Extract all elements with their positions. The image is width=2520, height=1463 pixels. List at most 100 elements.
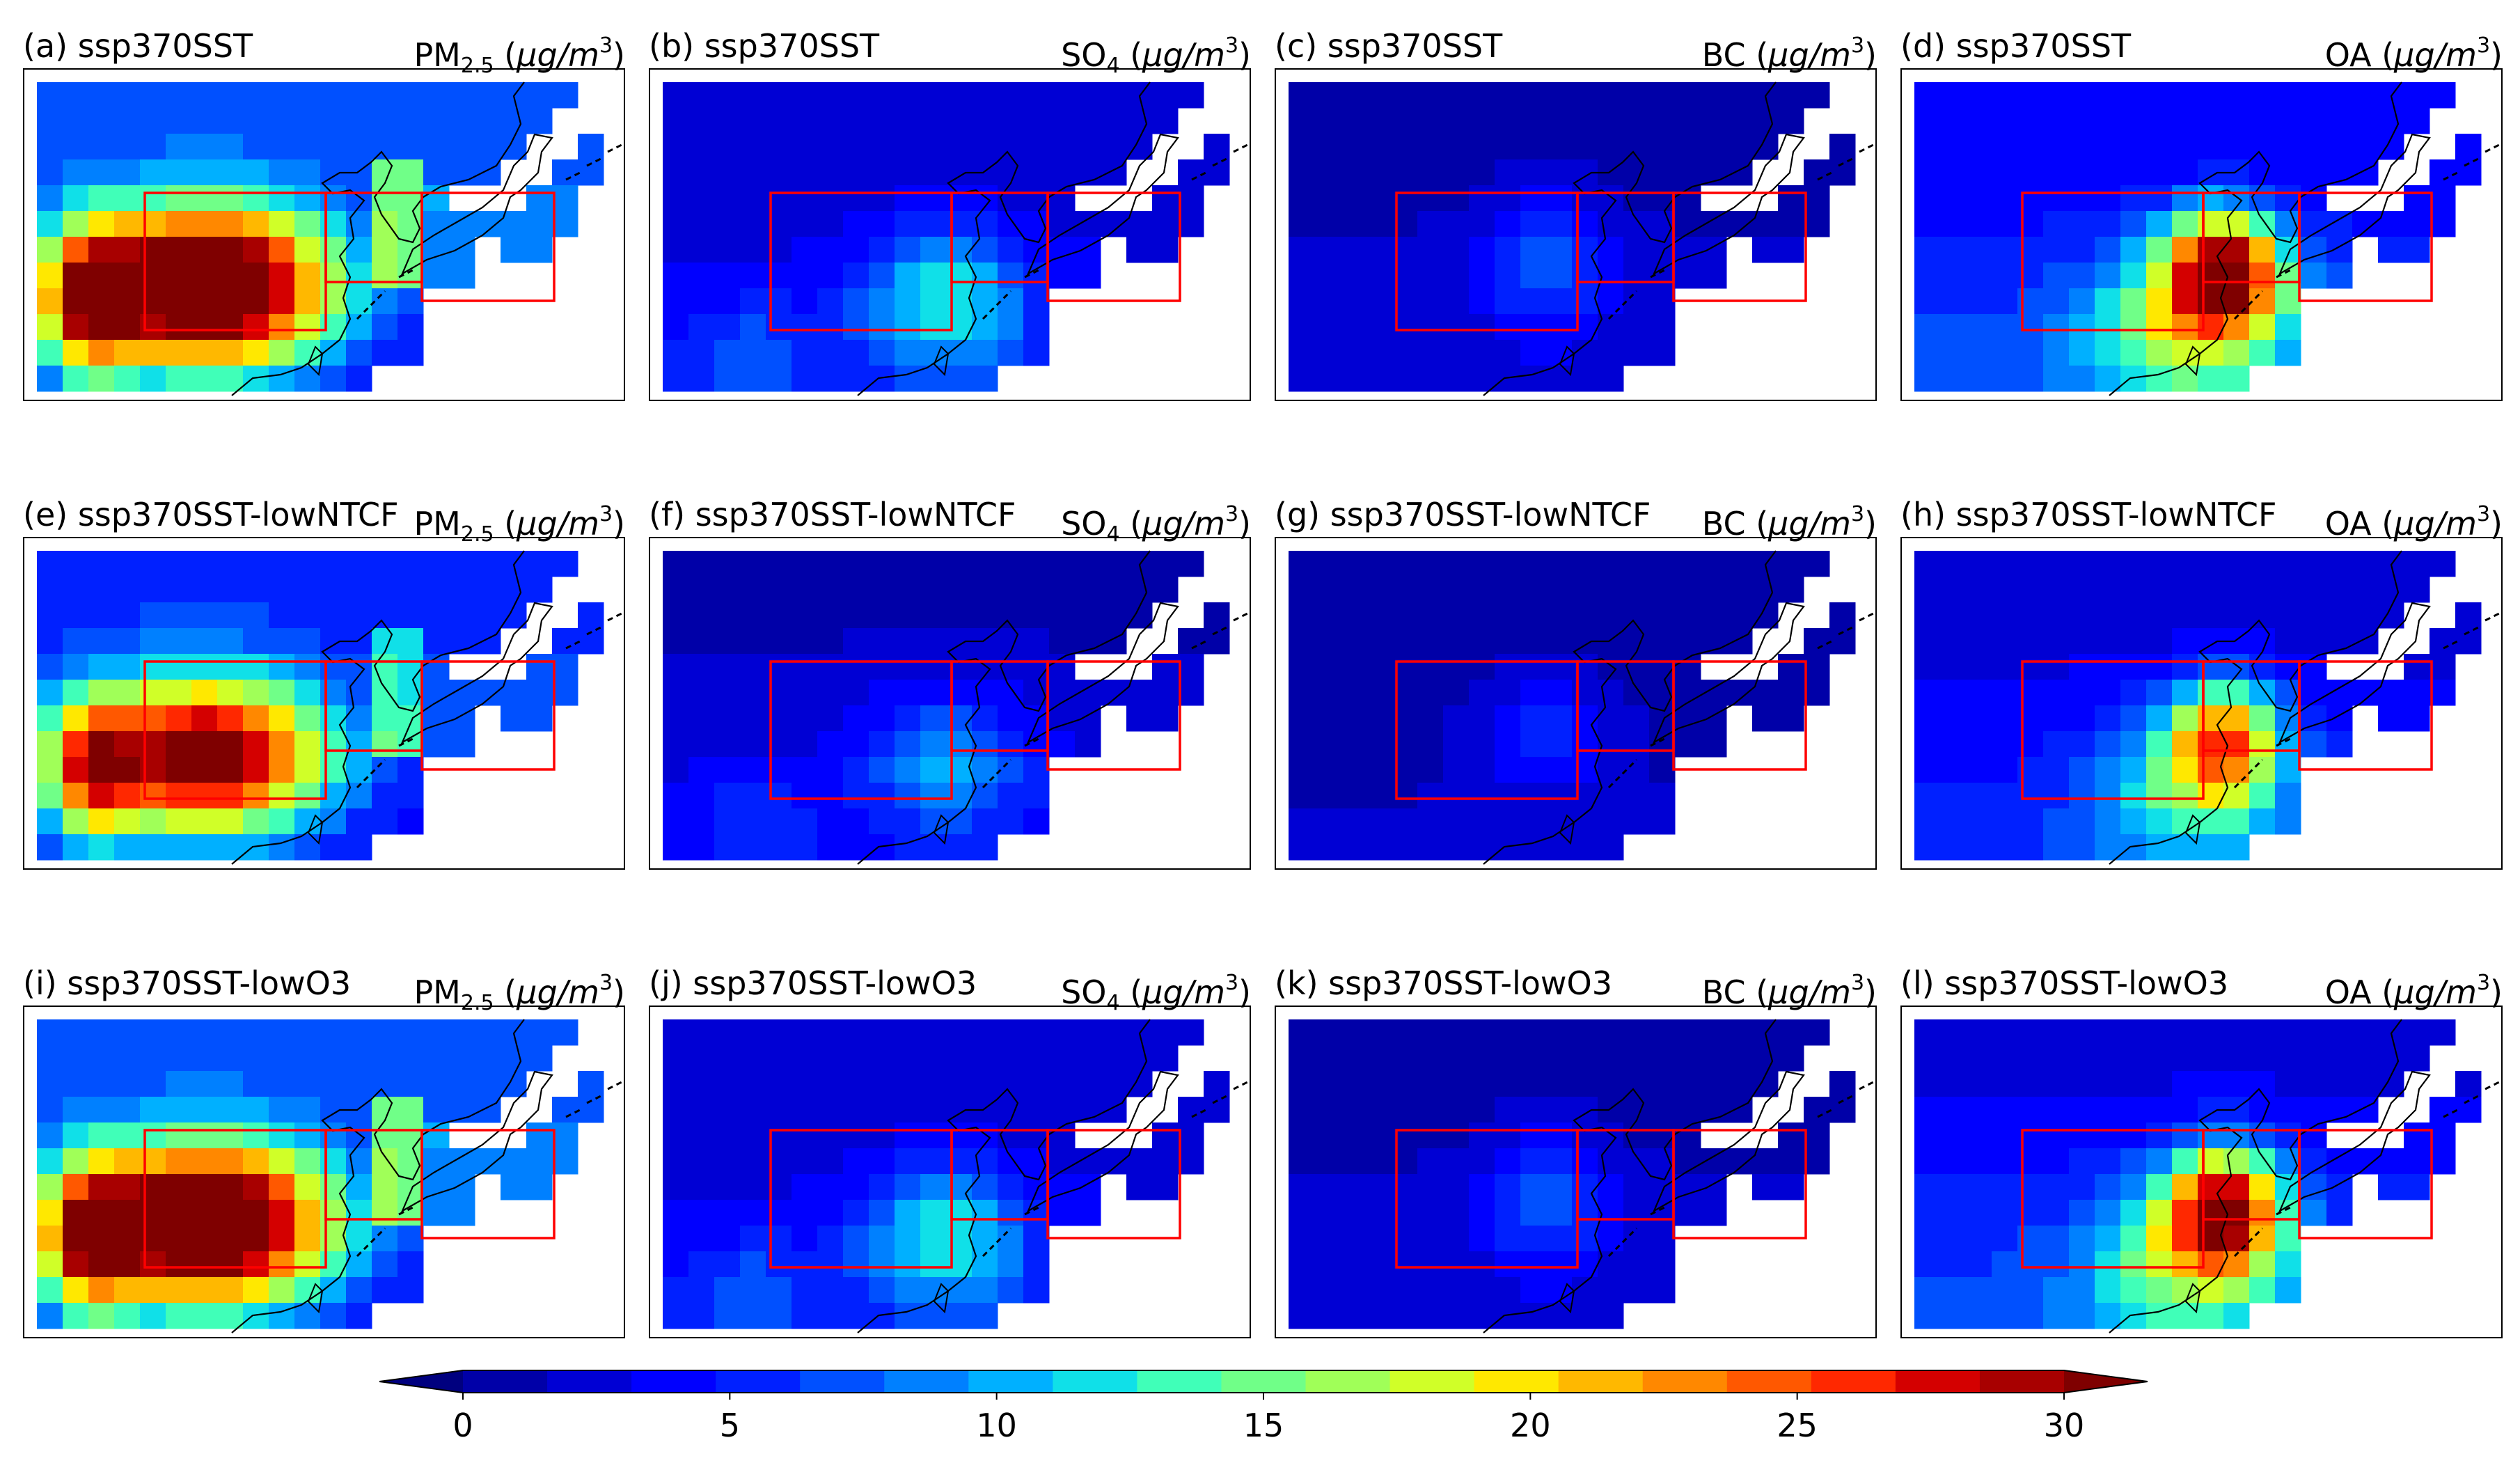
grid-cell xyxy=(817,1200,844,1226)
grid-cell xyxy=(501,577,527,603)
grid-cell xyxy=(2095,834,2121,861)
grid-cell xyxy=(740,705,766,732)
grid-cell xyxy=(2043,237,2070,263)
grid-cell xyxy=(2301,237,2327,263)
grid-cell xyxy=(2249,159,2276,186)
grid-cell xyxy=(714,159,741,186)
grid-cell xyxy=(1675,731,1701,758)
grid-cell xyxy=(740,757,766,783)
grid-cell xyxy=(1366,1148,1392,1175)
grid-cell xyxy=(2223,731,2250,758)
grid-cell xyxy=(1940,82,1967,109)
grid-cell xyxy=(1940,1277,1967,1304)
grid-cell xyxy=(1392,628,1418,655)
grid-cell xyxy=(817,680,844,706)
grid-cell xyxy=(2249,340,2276,366)
grid-cell xyxy=(1023,288,1050,315)
grid-cell xyxy=(2301,211,2327,237)
taiwan-coastline xyxy=(1559,345,1575,377)
grid-cell xyxy=(998,654,1024,680)
grid-cell xyxy=(1914,237,1941,263)
grid-cell xyxy=(37,680,63,706)
grid-cell xyxy=(37,1097,63,1123)
grid-cell xyxy=(2069,602,2095,629)
grid-cell xyxy=(346,602,372,629)
grid-cell xyxy=(294,211,321,237)
grid-cell xyxy=(2223,263,2250,289)
grid-cell xyxy=(2043,263,2070,289)
grid-cell xyxy=(552,1097,578,1123)
grid-cell xyxy=(191,211,218,237)
grid-cell xyxy=(1598,1226,1624,1252)
grid-cell xyxy=(526,1174,553,1200)
colorbar-segment xyxy=(884,1370,969,1393)
grid-cell xyxy=(88,134,115,160)
grid-cell xyxy=(895,237,921,263)
grid-cell xyxy=(2043,1122,2070,1149)
grid-cell xyxy=(869,1251,895,1278)
grid-cell xyxy=(2249,680,2276,706)
grid-cell xyxy=(1623,1277,1650,1304)
grid-cell xyxy=(294,263,321,289)
grid-cell xyxy=(895,1148,921,1175)
grid-cell xyxy=(1392,602,1418,629)
grid-cell xyxy=(1675,1045,1701,1072)
grid-cell xyxy=(843,808,869,835)
grid-cell xyxy=(1623,783,1650,809)
grid-cell xyxy=(372,628,398,655)
grid-cell xyxy=(2249,808,2276,835)
grid-cell xyxy=(2069,757,2095,783)
grid-cell xyxy=(1675,680,1701,706)
grid-cell xyxy=(843,340,869,366)
grid-cell xyxy=(1623,263,1650,289)
grid-cell xyxy=(688,366,715,392)
grid-cell xyxy=(1417,1097,1444,1123)
map-svg xyxy=(1900,68,2503,401)
grid-cell xyxy=(166,314,192,341)
grid-cell xyxy=(2120,366,2147,392)
grid-cell xyxy=(2249,288,2276,315)
grid-cell xyxy=(1152,1045,1179,1072)
grid-cell xyxy=(372,108,398,134)
grid-cell xyxy=(2275,577,2301,603)
grid-cell xyxy=(37,134,63,160)
grid-cell xyxy=(740,185,766,212)
grid-cell xyxy=(1598,108,1624,134)
grid-cell xyxy=(895,1019,921,1046)
grid-cell xyxy=(1443,705,1470,732)
grid-cell xyxy=(1520,1045,1547,1072)
grid-cell xyxy=(998,731,1024,758)
grid-cell xyxy=(2352,1019,2379,1046)
grid-cell xyxy=(114,1200,141,1226)
grid-cell xyxy=(2120,340,2147,366)
grid-cell xyxy=(1178,211,1204,237)
grid-cell xyxy=(895,108,921,134)
grid-cell xyxy=(1649,288,1676,315)
grid-cell xyxy=(114,654,141,680)
grid-cell xyxy=(920,808,947,835)
grid-cell xyxy=(714,808,741,835)
grid-cell xyxy=(1289,808,1315,835)
grid-cell xyxy=(895,1071,921,1097)
grid-cell xyxy=(688,1200,715,1226)
grid-cell xyxy=(1752,108,1779,134)
grid-cell xyxy=(1495,1071,1521,1097)
grid-cell xyxy=(2275,82,2301,109)
grid-cell xyxy=(1649,1148,1676,1175)
grid-cell xyxy=(1289,834,1315,861)
grid-cell xyxy=(217,263,244,289)
grid-cell xyxy=(2275,314,2301,341)
grid-cell xyxy=(740,108,766,134)
grid-cell xyxy=(740,211,766,237)
grid-cell xyxy=(1023,783,1050,809)
grid-cell xyxy=(714,577,741,603)
grid-cell xyxy=(1546,1097,1573,1123)
grid-cell xyxy=(140,577,166,603)
grid-cell xyxy=(1546,1174,1573,1200)
grid-cell xyxy=(920,705,947,732)
japan-coastline xyxy=(2278,602,2431,744)
grid-cell xyxy=(946,108,972,134)
grid-cell xyxy=(663,185,689,212)
grid-cell xyxy=(1598,1303,1624,1329)
grid-cell xyxy=(2017,366,2044,392)
